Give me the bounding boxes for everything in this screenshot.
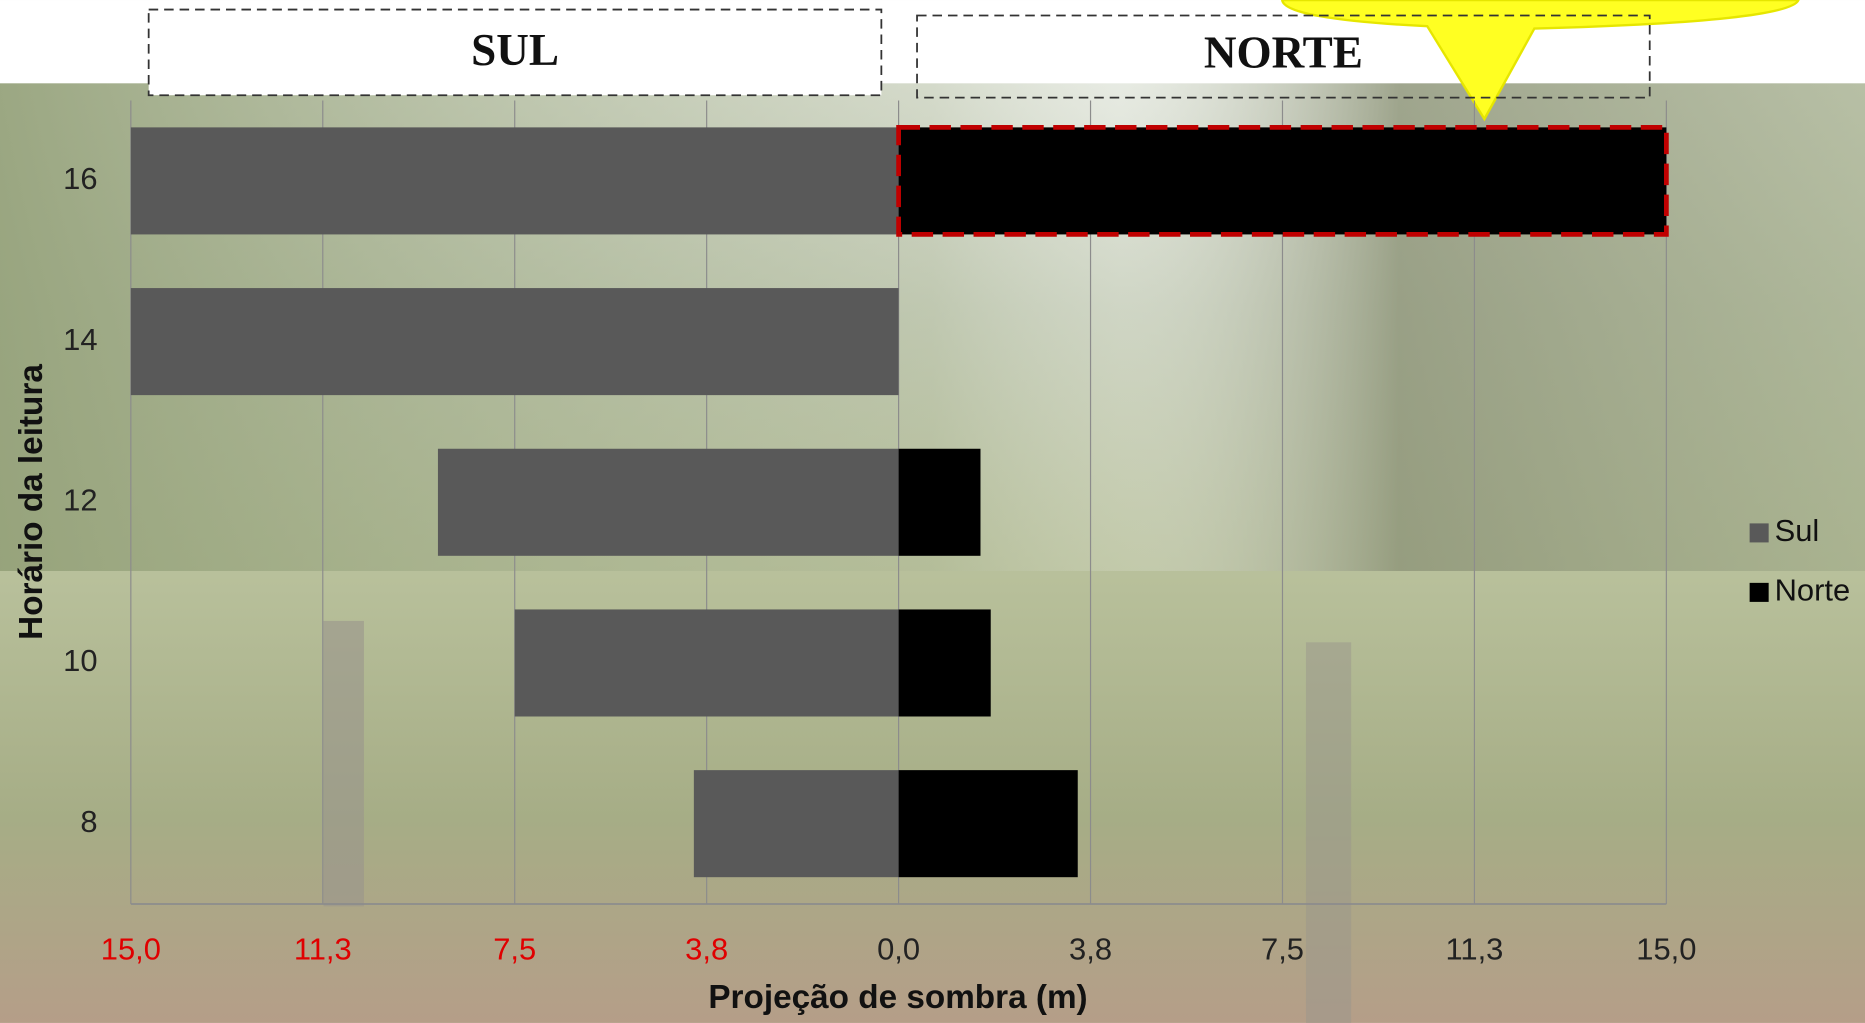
bar bbox=[514, 609, 899, 717]
legend-label: Norte bbox=[1775, 573, 1851, 608]
x-tick-label: 3,8 bbox=[1069, 932, 1112, 967]
bar bbox=[130, 127, 899, 235]
y-tick-label: 10 bbox=[63, 643, 97, 678]
y-tick-label: 12 bbox=[63, 482, 97, 517]
x-tick-label: 7,5 bbox=[493, 932, 536, 967]
x-tick-label: 15,0 bbox=[101, 932, 161, 967]
x-tick-label: 11,3 bbox=[1445, 932, 1503, 967]
highlight bbox=[896, 125, 1669, 237]
y-axis-title: Horário da leitura bbox=[13, 364, 50, 640]
y-tick-label: 16 bbox=[63, 161, 97, 196]
header: NORTE bbox=[1204, 28, 1363, 78]
bar bbox=[130, 288, 899, 396]
x-tick-label: 0,0 bbox=[877, 932, 920, 967]
legend-swatch bbox=[1749, 582, 1769, 602]
callout bbox=[1280, 0, 1800, 122]
x-tick-label: 7,5 bbox=[1261, 932, 1304, 967]
bar bbox=[898, 448, 981, 556]
header: SUL bbox=[471, 25, 559, 75]
bar bbox=[693, 770, 899, 878]
legend-swatch bbox=[1749, 523, 1769, 543]
y-tick-label: 8 bbox=[80, 804, 97, 839]
bar bbox=[437, 448, 899, 556]
legend-label: Sul bbox=[1775, 513, 1820, 548]
header-box bbox=[916, 14, 1651, 99]
header-box bbox=[147, 8, 883, 97]
bar bbox=[898, 609, 991, 717]
bar bbox=[898, 127, 1667, 235]
y-tick-label: 14 bbox=[63, 322, 97, 357]
x-tick-label: 15,0 bbox=[1636, 932, 1696, 967]
x-tick-label: 11,3 bbox=[294, 932, 352, 967]
x-tick-label: 3,8 bbox=[685, 932, 728, 967]
bar bbox=[898, 770, 1078, 878]
x-axis-title: Projeção de sombra (m) bbox=[708, 979, 1087, 1016]
